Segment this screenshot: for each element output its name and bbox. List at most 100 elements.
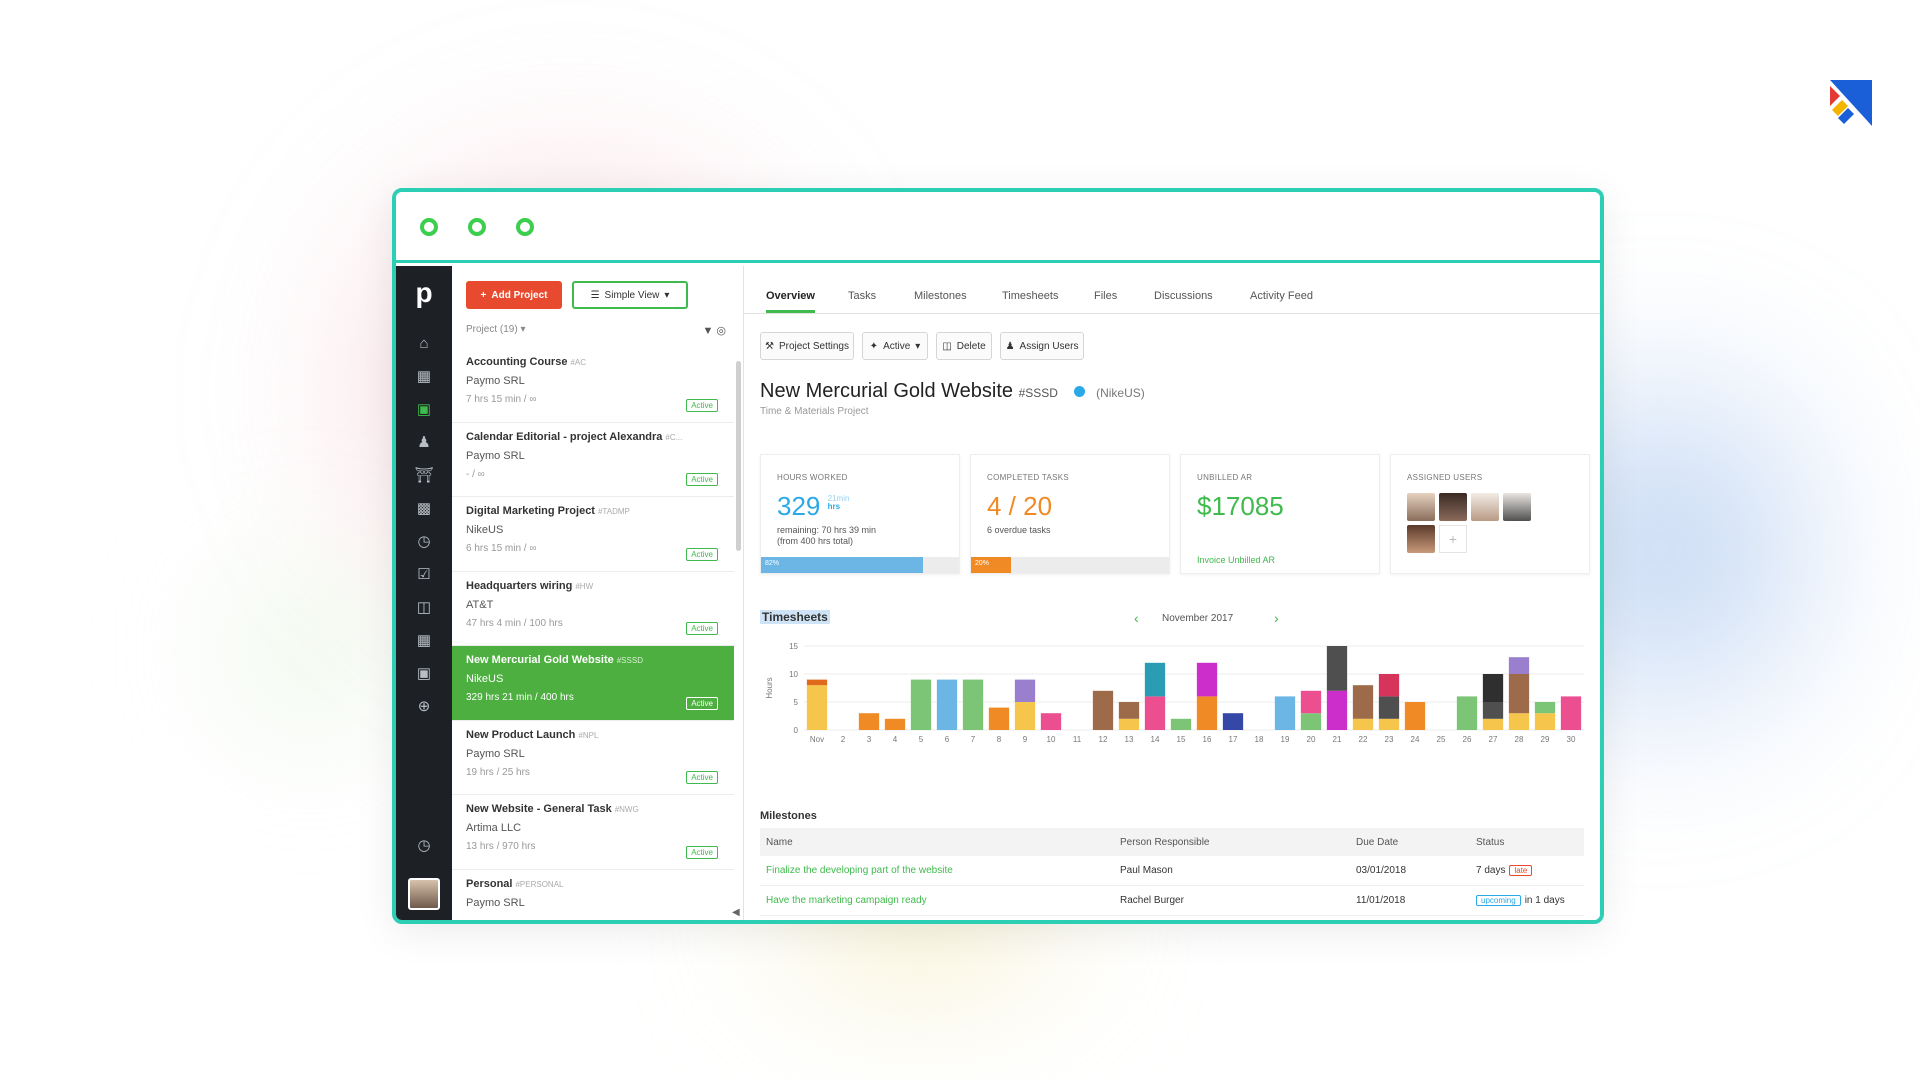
window-dot-icon[interactable]: [516, 218, 534, 236]
avatar[interactable]: [1503, 493, 1531, 521]
project-hours: 6 hrs 15 min / ∞: [466, 543, 537, 554]
active-status-button[interactable]: ✦ Active ▾: [862, 332, 928, 360]
chart-bar: [1378, 718, 1400, 730]
list-item[interactable]: Personal #PERSONAL Paymo SRL: [452, 870, 734, 921]
bank-icon[interactable]: ⛩: [414, 467, 434, 484]
documents-icon[interactable]: ◫: [416, 599, 432, 616]
chart-bar: [1352, 718, 1374, 730]
list-item[interactable]: New Mercurial Gold Website #SSSD NikeUS 329…: [452, 646, 734, 721]
status-badge: Active: [686, 771, 718, 784]
chart-bar: [1326, 690, 1348, 730]
list-item[interactable]: Accounting Course #AC Paymo SRL 7 hrs 15 mi…: [452, 348, 734, 423]
eye-icon[interactable]: ◎: [716, 325, 726, 337]
hours-worked-label: HOURS WORKED: [777, 473, 848, 482]
home-icon[interactable]: ⌂: [419, 335, 429, 352]
chart-bar: [910, 679, 932, 730]
bar-chart-icon[interactable]: ▩: [416, 500, 432, 517]
tab-discussions[interactable]: Discussions: [1154, 290, 1213, 302]
project-type: Time & Materials Project: [760, 406, 869, 417]
x-tick-label: 21: [1333, 735, 1342, 744]
add-user-button[interactable]: +: [1439, 525, 1467, 553]
project-name-text: New Website - General Task: [466, 803, 612, 815]
scrollbar[interactable]: [736, 361, 741, 551]
tasks-progress-bar: 20%: [971, 557, 1169, 573]
user-icon: ♟: [1005, 340, 1015, 352]
app-body: p ⌂ ▦ ▣ ♟ ⛩ ▩ ◷ ☑ ◫ ▦ ▣ ⊕ ◷ + Add Projec…: [396, 266, 1600, 920]
x-tick-label: 16: [1203, 735, 1212, 744]
avatar[interactable]: [1439, 493, 1467, 521]
window-dot-icon[interactable]: [468, 218, 486, 236]
chart-bar: [1378, 696, 1400, 719]
inbox-icon[interactable]: ▣: [416, 665, 432, 682]
calendar-icon[interactable]: ▦: [416, 632, 432, 649]
tab-tasks[interactable]: Tasks: [848, 290, 877, 302]
table-row: Finalize the developing part of the webs…: [760, 856, 1584, 886]
next-month-icon[interactable]: ›: [1274, 610, 1279, 626]
trash-icon: ◫: [942, 340, 952, 352]
clock-icon[interactable]: ◷: [417, 533, 431, 550]
simple-view-button[interactable]: ☰ Simple View ▾: [572, 281, 688, 309]
unbilled-ar-card: UNBILLED AR $17085 Invoice Unbilled AR: [1180, 454, 1380, 574]
tab-milestones[interactable]: Milestones: [914, 290, 967, 302]
assigned-users-card: ASSIGNED USERS +: [1390, 454, 1590, 574]
status-badge: Active: [686, 696, 718, 710]
list-item[interactable]: Headquarters wiring #HW AT&T 47 hrs 4 min /…: [452, 572, 734, 646]
list-item[interactable]: New Product Launch #NPL Paymo SRL 19 hrs / …: [452, 721, 734, 795]
invoice-unbilled-ar-link[interactable]: Invoice Unbilled AR: [1197, 555, 1276, 565]
milestone-person: Rachel Burger: [1120, 895, 1184, 906]
hours-progress-bar: 82%: [761, 557, 959, 573]
x-tick-label: 15: [1177, 735, 1186, 744]
tab-files[interactable]: Files: [1094, 290, 1118, 302]
project-settings-button[interactable]: ⚒ Project Settings: [760, 332, 854, 360]
project-list: Accounting Course #AC Paymo SRL 7 hrs 15 mi…: [452, 348, 734, 920]
column-header: Due Date: [1356, 837, 1399, 848]
project-list-panel: + Add Project ☰ Simple View ▾ Project (1…: [452, 266, 744, 920]
checkbox-icon[interactable]: ☑: [417, 566, 431, 583]
delete-label: Delete: [956, 340, 986, 352]
hours-remaining-text: remaining: 70 hrs 39 min: [777, 525, 877, 535]
y-tick-label: 10: [789, 670, 798, 679]
user-icon[interactable]: ♟: [417, 434, 431, 451]
prev-month-icon[interactable]: ‹: [1134, 610, 1139, 626]
column-header: Status: [1476, 837, 1505, 848]
filter-icon[interactable]: ▼: [702, 325, 714, 337]
tab-timesheets[interactable]: Timesheets: [1002, 290, 1059, 302]
chart-bar: [1534, 702, 1556, 714]
avatar[interactable]: [1407, 525, 1435, 553]
status-icon: ✦: [869, 340, 879, 352]
project-count-header[interactable]: Project (19) ▾ ▼ ◎: [466, 324, 726, 340]
milestone-status: upcoming in 1 days: [1476, 895, 1565, 906]
list-item[interactable]: New Website - General Task #NWG Artima LLC…: [452, 795, 734, 870]
delete-button[interactable]: ◫ Delete: [936, 332, 992, 360]
timer-icon[interactable]: ◷: [417, 837, 431, 854]
folder-icon[interactable]: ▣: [416, 401, 432, 418]
tab-activity-feed[interactable]: Activity Feed: [1250, 290, 1313, 302]
milestone-name-link[interactable]: Have the marketing campaign ready: [766, 895, 927, 906]
tab-overview[interactable]: Overview: [766, 290, 815, 313]
simple-view-label: Simple View: [604, 289, 660, 301]
avatar[interactable]: [408, 878, 440, 910]
collapse-arrow-icon[interactable]: ◀: [732, 907, 740, 918]
briefcase-icon[interactable]: ▦: [416, 368, 432, 385]
window-dot-icon[interactable]: [420, 218, 438, 236]
chart-bar: [1196, 662, 1218, 697]
project-name: New Website - General Task #NWG: [466, 803, 720, 815]
project-name: New Product Launch #NPL: [466, 729, 720, 741]
project-hours: 47 hrs 4 min / 100 hrs: [466, 617, 563, 629]
assign-users-button[interactable]: ♟ Assign Users: [1000, 332, 1084, 360]
project-settings-label: Project Settings: [778, 340, 849, 352]
add-project-button[interactable]: + Add Project: [466, 281, 562, 309]
chart-bar: [806, 685, 828, 730]
plus-circle-icon[interactable]: ⊕: [417, 698, 431, 715]
avatar[interactable]: [1407, 493, 1435, 521]
list-item[interactable]: Calendar Editorial - project Alexandra #C…: [452, 423, 734, 497]
x-tick-label: 7: [971, 735, 976, 744]
completed-tasks-card: COMPLETED TASKS 4 / 20 6 overdue tasks 2…: [970, 454, 1170, 574]
unbilled-ar-label: UNBILLED AR: [1197, 473, 1253, 482]
avatar[interactable]: [1471, 493, 1499, 521]
app-logo[interactable]: p: [415, 277, 433, 308]
list-item[interactable]: Digital Marketing Project #TADMP NikeUS 6 h…: [452, 497, 734, 572]
milestone-name-link[interactable]: Finalize the developing part of the webs…: [766, 865, 953, 876]
y-tick-label: 5: [794, 698, 799, 707]
x-tick-label: 22: [1359, 735, 1368, 744]
